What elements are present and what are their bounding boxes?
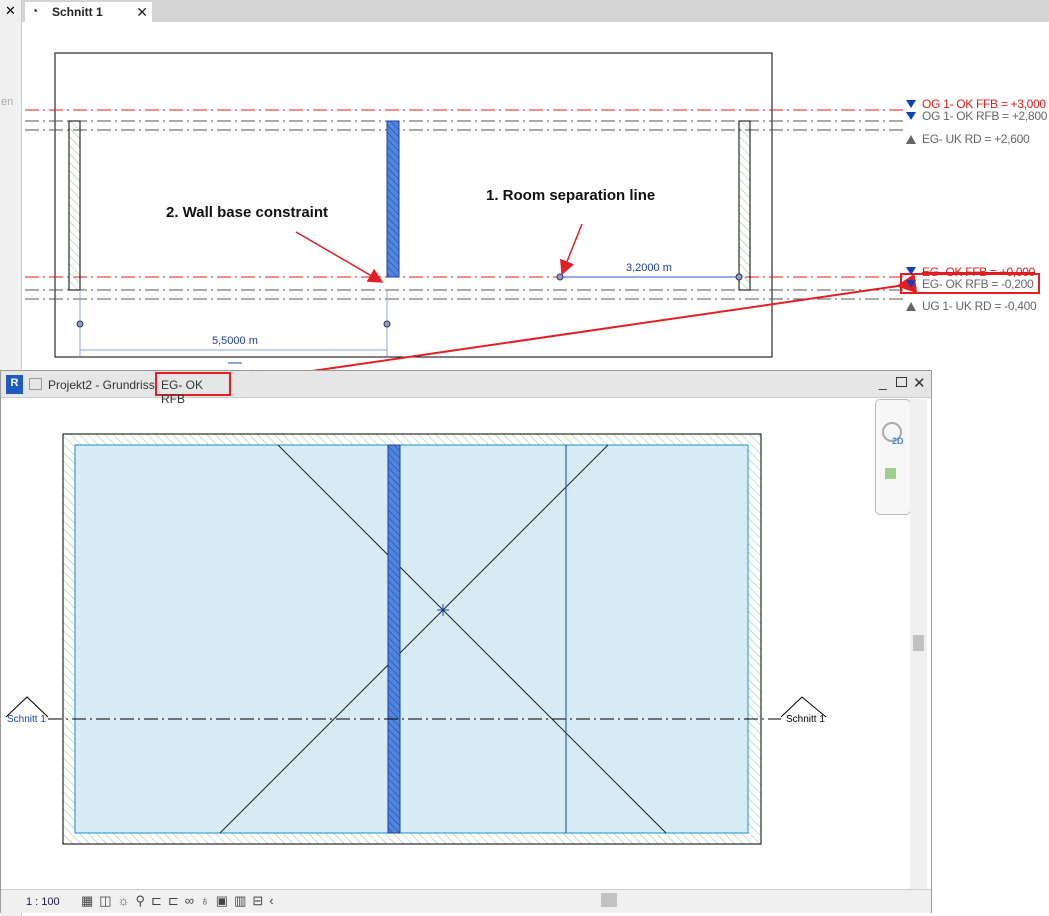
room[interactable]: [74, 444, 749, 834]
highlight-box: [900, 273, 1040, 294]
panel-label: en: [1, 96, 14, 108]
grip[interactable]: [556, 273, 564, 281]
section-head-right[interactable]: [780, 696, 827, 718]
zoom-region-icon[interactable]: [885, 468, 896, 479]
level-label[interactable]: EG- OK FFB = +0,000: [922, 265, 1036, 279]
revit-app-icon: R: [6, 375, 23, 394]
navbar-2d-label: 2D: [892, 436, 904, 446]
interior-wall[interactable]: [387, 444, 401, 834]
section-head-left[interactable]: [5, 696, 49, 718]
window-titlebar: R Projekt2 - Grundriss EG- OK RFB _ ✕: [1, 371, 931, 406]
section-tag-right[interactable]: Schnitt 1: [786, 714, 825, 725]
wall-selected[interactable]: [386, 120, 400, 278]
room-tag-point: [437, 604, 449, 616]
horizontal-scroll-thumb[interactable]: [601, 893, 617, 907]
view-control-bar: 1 : 100 ▦◫☼⚲⊏⊏∞♁▣▥⊟‹: [1, 889, 931, 913]
level-markers: [906, 100, 916, 311]
dimension-wall[interactable]: 5,5000 m: [212, 335, 258, 347]
grip[interactable]: [735, 273, 743, 281]
annotation-arrow: [234, 273, 918, 370]
crop-region: [54, 52, 773, 358]
window-level-name: EG- OK RFB: [155, 372, 231, 406]
vertical-scrollbar[interactable]: [910, 399, 927, 889]
window-title: Projekt2 - Grundriss: [48, 378, 155, 392]
room-diagonal: [277, 444, 667, 834]
level-label[interactable]: EG- UK RD = +2,600: [922, 132, 1030, 146]
minimize-button[interactable]: _: [879, 374, 887, 390]
wall-left[interactable]: [68, 120, 81, 291]
level-label[interactable]: OG 1- OK FFB = +3,000: [922, 97, 1046, 111]
level-label[interactable]: UG 1- UK RD = -0,400: [922, 299, 1037, 313]
annotation-wall-base: 2. Wall base constraint: [166, 204, 328, 221]
wall-right[interactable]: [738, 120, 751, 291]
tab-bar: [22, 0, 1049, 22]
view-control-icons[interactable]: ▦◫☼⚲⊏⊏∞♁▣▥⊟‹: [81, 893, 280, 908]
floor-plan-canvas[interactable]: [1, 399, 909, 889]
maximize-button[interactable]: [896, 377, 907, 387]
steering-wheel-icon[interactable]: [882, 422, 902, 442]
panel-close-button[interactable]: ✕: [5, 3, 16, 18]
tab-title: Schnitt 1: [52, 5, 103, 19]
close-button[interactable]: ✕: [913, 375, 926, 392]
level-label[interactable]: EG- OK RFB = -0,200: [922, 277, 1034, 291]
dimension-room-line[interactable]: 3,2000 m: [626, 262, 672, 274]
scroll-thumb[interactable]: [913, 635, 924, 651]
section-view-canvas[interactable]: [0, 0, 1049, 370]
tab-close-button[interactable]: ✕: [136, 4, 148, 20]
tab-schnitt-1[interactable]: ◔ Schnitt 1 ✕: [25, 2, 152, 22]
floor-plan-window: R Projekt2 - Grundriss EG- OK RFB _ ✕ Sc…: [0, 370, 932, 913]
annotation-arrow: [560, 223, 583, 276]
section-view-icon: ◔: [31, 4, 39, 18]
floor-plan-icon: [29, 378, 42, 390]
section-tag-left[interactable]: Schnitt 1: [7, 714, 46, 725]
room-diagonal: [219, 444, 609, 834]
annotation-arrow: [295, 231, 384, 283]
level-label[interactable]: OG 1- OK RFB = +2,800: [922, 109, 1048, 123]
scale-button[interactable]: 1 : 100: [26, 896, 60, 908]
navigation-bar: 2D: [875, 399, 911, 515]
annotation-room-separation: 1. Room separation line: [486, 187, 656, 204]
